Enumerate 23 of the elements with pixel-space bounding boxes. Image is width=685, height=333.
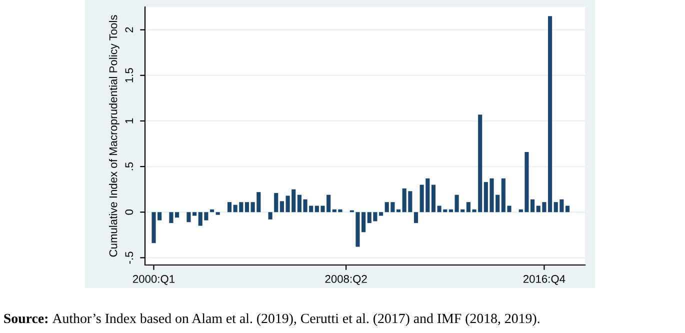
x-tick-label: 2000:Q1 <box>132 275 175 285</box>
y-tick-label: 1 <box>125 118 133 124</box>
y-axis-title: Cumulative Index of Macroprudential Policy Tools <box>109 15 120 257</box>
y-tick-label: 0 <box>125 209 134 215</box>
bar <box>431 184 436 212</box>
bar <box>216 212 220 215</box>
x-tick-label: 2016:Q4 <box>523 275 566 285</box>
y-tick-label: 2 <box>125 27 133 32</box>
bar <box>268 212 272 220</box>
y-tick-label: 1.5 <box>125 68 134 82</box>
y-tick-label: -.5 <box>125 252 134 264</box>
bar <box>186 212 191 222</box>
bar <box>548 16 552 212</box>
y-tick-label: .5 <box>125 162 134 170</box>
bar <box>274 192 278 212</box>
bar <box>378 212 384 216</box>
bar <box>192 212 197 216</box>
bar <box>227 202 232 212</box>
bar <box>414 212 418 224</box>
x-tick-label: 2008:Q2 <box>325 275 367 285</box>
bar <box>244 202 250 212</box>
bar <box>565 206 570 212</box>
source-note: Source: Author’s Index based on Alam et al. (2019), Cerutti et al. (2017) and IMF (2018, 2019). <box>4 313 540 326</box>
